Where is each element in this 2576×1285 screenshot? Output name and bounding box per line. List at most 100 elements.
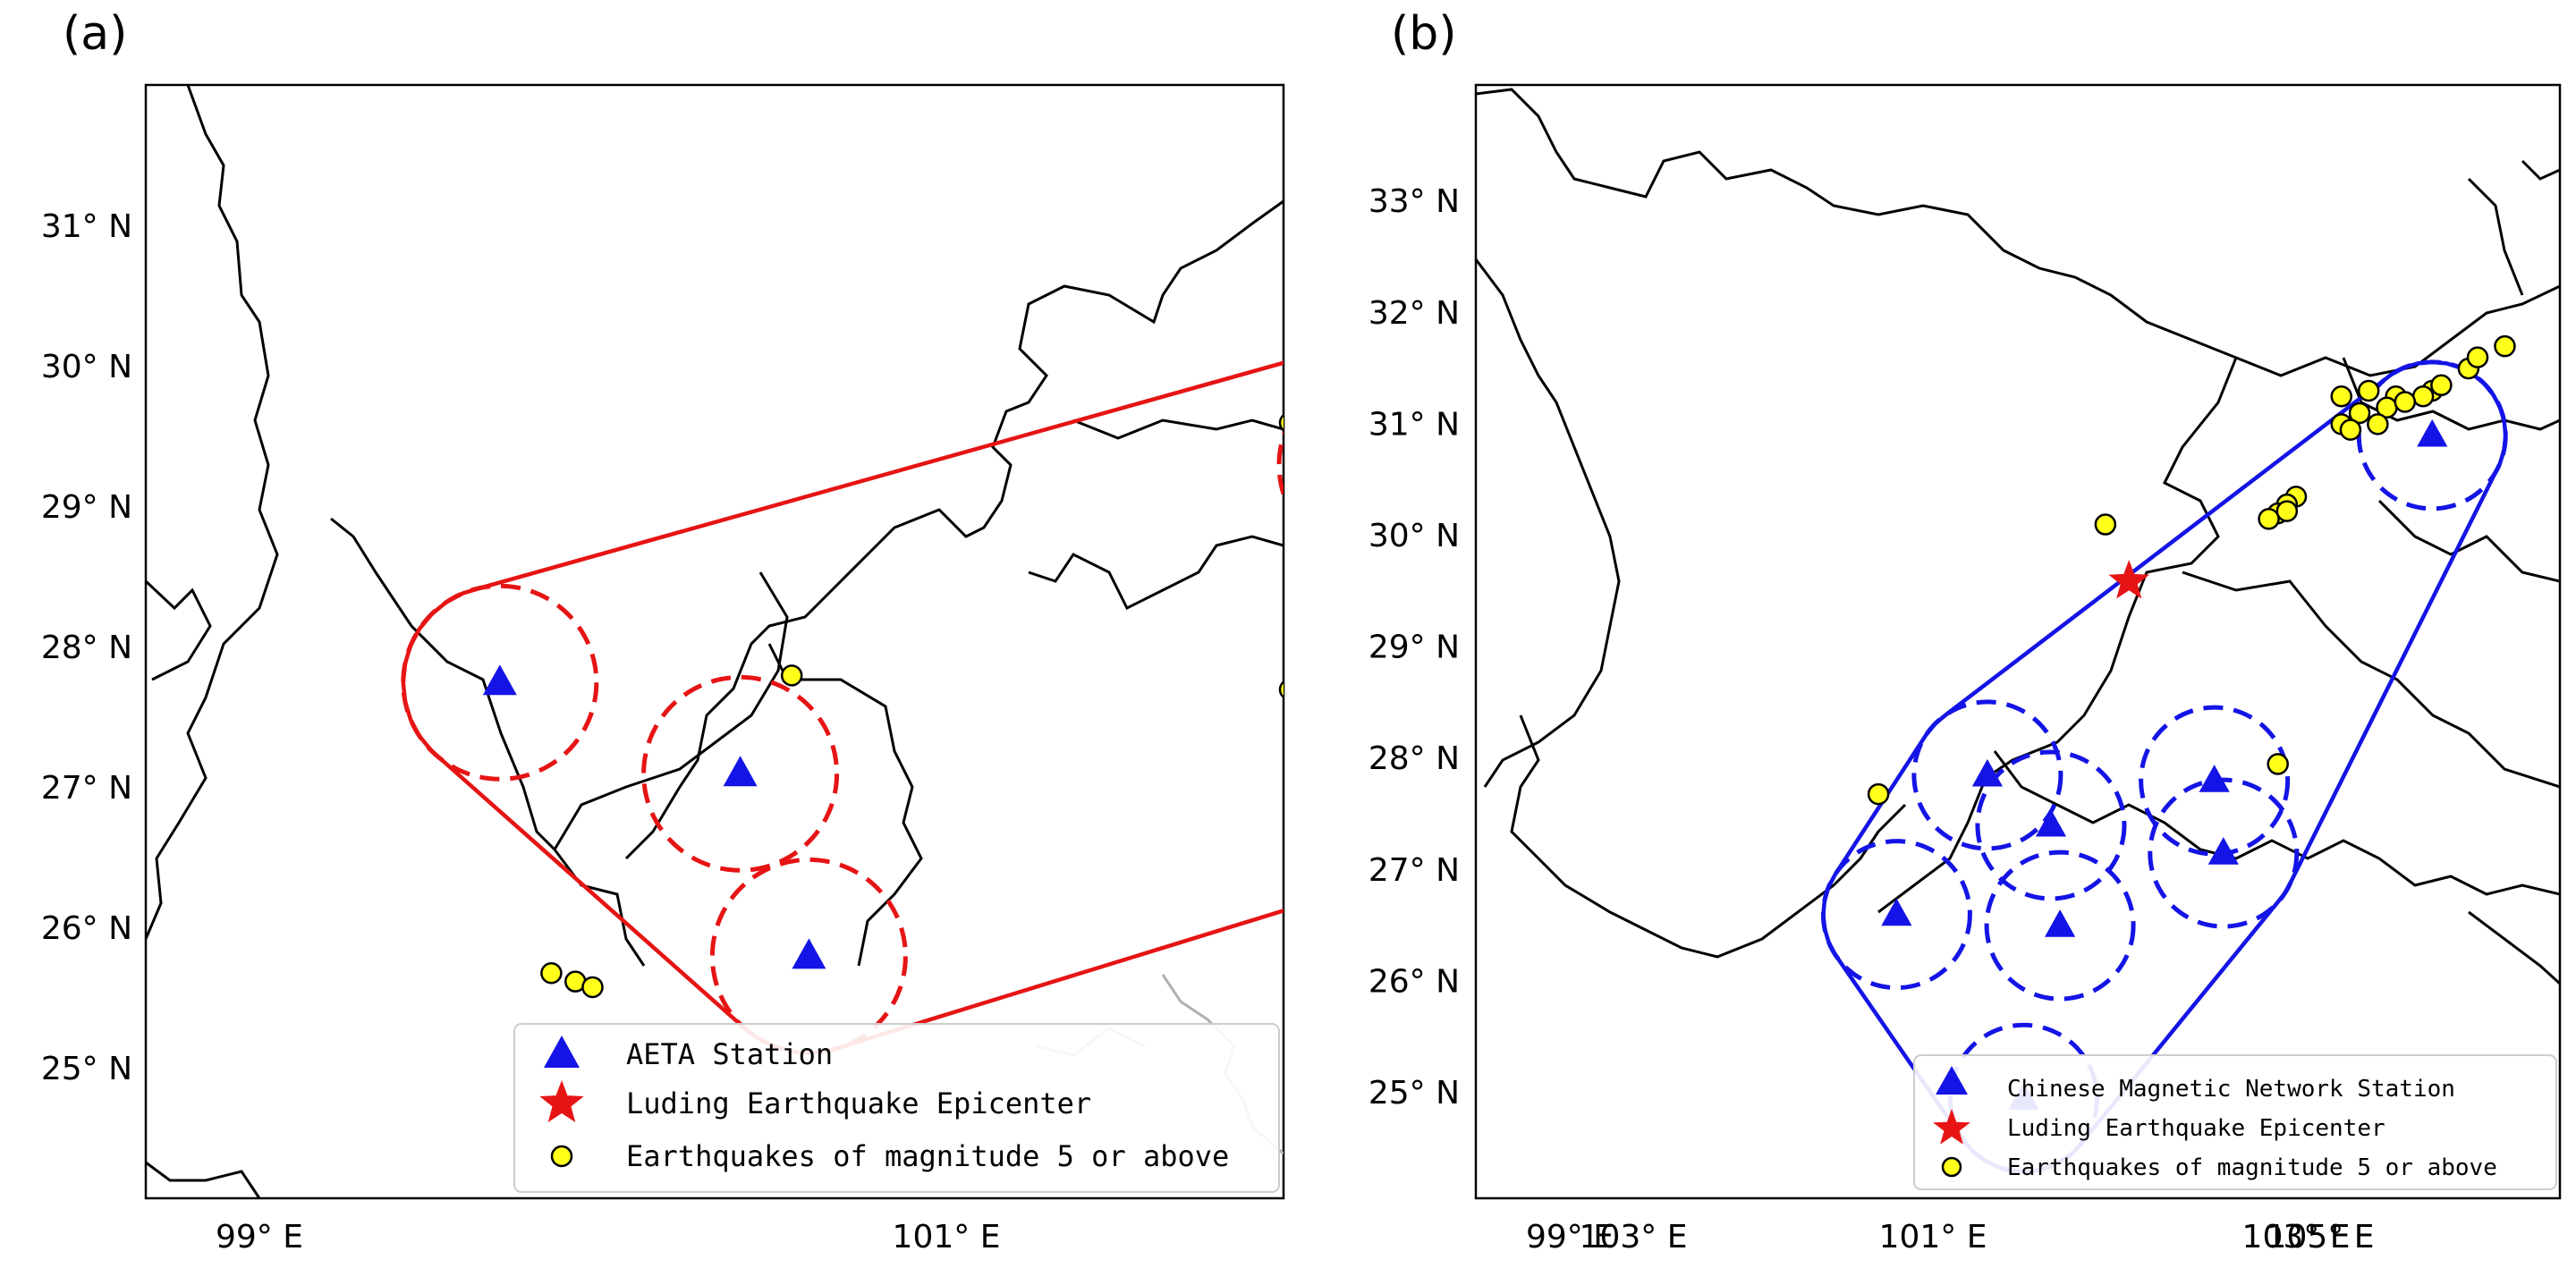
province-boundary-line: [330, 517, 646, 967]
star-icon: [1933, 1109, 1970, 1145]
province-boundary-line: [624, 199, 1284, 860]
earthquake-marker: [2330, 385, 2352, 408]
earthquake-marker: [2267, 753, 2289, 775]
earthquake-marker: [1867, 782, 1890, 806]
lat-tick-label: 29° N: [1368, 630, 1460, 666]
legend-quakes-label: Earthquakes of magnitude 5 or above: [2007, 1154, 2497, 1181]
lat-tick-label: 29° N: [41, 489, 132, 526]
lat-tick-label: 33° N: [1368, 183, 1460, 220]
legend-station-label: Chinese Magnetic Network Station: [2007, 1076, 2455, 1103]
panel-b-frame: [1474, 83, 2562, 1200]
earthquake-marker: [1314, 416, 1334, 435]
province-boundary-line: [146, 1161, 261, 1198]
station-marker: [2035, 808, 2067, 837]
panel-a-label: (a): [63, 7, 128, 61]
earthquake-marker: [2494, 334, 2516, 358]
lat-tick-label: 25° N: [1368, 1075, 1460, 1112]
circle-icon: [550, 1145, 573, 1168]
province-boundary-line: [1476, 258, 1621, 788]
station-marker: [1359, 447, 1393, 478]
lon-tick-label: 101° E: [893, 1219, 1001, 1255]
earthquake-marker: [2367, 413, 2389, 435]
panel-a-points: [482, 401, 1393, 999]
province-boundary-line: [2468, 910, 2560, 985]
epicenter-marker: [2108, 560, 2150, 599]
lat-tick-label: 28° N: [1368, 740, 1460, 777]
province-boundary-line: [1510, 714, 1907, 959]
triangle-icon: [1936, 1066, 1968, 1095]
lat-tick-label: 28° N: [41, 630, 132, 666]
panel-a-frame: [144, 83, 1285, 1200]
coverage-circle: [709, 857, 908, 1055]
earthquake-marker: [2411, 385, 2435, 408]
province-boundary-line: [1028, 535, 1284, 611]
lat-tick-label: 30° N: [41, 349, 132, 385]
circle-icon: [1941, 1156, 1962, 1178]
earthquake-marker: [1278, 681, 1284, 699]
lon-tick-label: 101° E: [1879, 1219, 1987, 1255]
legend-epicenter-label: Luding Earthquake Epicenter: [2007, 1115, 2385, 1142]
province-boundary-line: [1877, 357, 2238, 914]
coverage-circle: [2139, 705, 2291, 857]
panel-a-legend: AETA Station Luding Earthquake Epicenter…: [513, 1023, 1280, 1193]
earthquake-marker: [2258, 508, 2280, 530]
panel-b-boundaries: [1476, 88, 2560, 985]
lat-tick-label: 31° N: [41, 208, 132, 245]
station-marker: [2207, 837, 2239, 865]
station-marker: [1971, 758, 2003, 787]
station-marker: [2199, 765, 2230, 792]
earthquake-marker: [540, 961, 563, 985]
coverage-circle: [641, 674, 840, 873]
earthquake-marker: [2394, 391, 2417, 413]
epicenter-marker: [1295, 401, 1339, 443]
triangle-icon: [544, 1036, 580, 1068]
province-boundary-line: [1993, 750, 2560, 896]
province-boundary-line: [1476, 88, 2560, 377]
earthquake-marker: [2348, 402, 2371, 425]
station-marker: [482, 664, 517, 696]
earthquake-marker: [2339, 418, 2362, 441]
province-boundary-line: [553, 571, 789, 850]
earthquake-marker: [780, 664, 803, 687]
panel-a-boundaries: [146, 85, 1284, 1198]
earthquake-marker: [2466, 346, 2489, 368]
lat-tick-label: 25° N: [41, 1051, 132, 1087]
province-boundary-line: [146, 579, 212, 681]
province-boundary-line: [1072, 418, 1284, 440]
lat-tick-label: 27° N: [41, 770, 132, 807]
lon-tick-label: 99° E: [216, 1219, 303, 1255]
province-boundary-line: [2182, 571, 2560, 789]
station-marker: [723, 756, 758, 787]
lon-tick-label: 103° E: [2242, 1219, 2351, 1255]
panel-b-label: (b): [1391, 7, 1457, 61]
station-marker: [792, 938, 826, 969]
lon-tick-label: 99° E: [1526, 1219, 1614, 1255]
coverage-circle: [1984, 850, 2136, 1002]
star-icon: [539, 1080, 584, 1122]
station-marker: [2417, 418, 2448, 447]
province-boundary-line: [2521, 159, 2560, 181]
earthquake-marker: [1278, 413, 1284, 432]
panel-b-points: [1867, 334, 2516, 1110]
coverage-circle: [1911, 699, 2063, 851]
lon-tick-label: 103° E: [1580, 1219, 1688, 1255]
legend-box: [513, 1023, 1280, 1193]
lat-tick-label: 30° N: [1368, 518, 1460, 554]
earthquake-marker: [2275, 500, 2299, 522]
legend-station-label: AETA Station: [626, 1037, 833, 1071]
lat-tick-label: 32° N: [1368, 295, 1460, 332]
earthquake-marker: [581, 976, 604, 999]
legend-box: [1913, 1054, 2557, 1190]
legend-quakes-label: Earthquakes of magnitude 5 or above: [626, 1139, 1229, 1173]
lat-tick-label: 27° N: [1368, 852, 1460, 889]
lat-tick-label: 31° N: [1368, 406, 1460, 443]
earthquake-marker: [2357, 379, 2380, 402]
lat-tick-label: 26° N: [41, 910, 132, 947]
station-marker: [1881, 898, 1912, 926]
legend-epicenter-label: Luding Earthquake Epicenter: [626, 1086, 1091, 1120]
province-boundary-line: [2467, 177, 2524, 296]
